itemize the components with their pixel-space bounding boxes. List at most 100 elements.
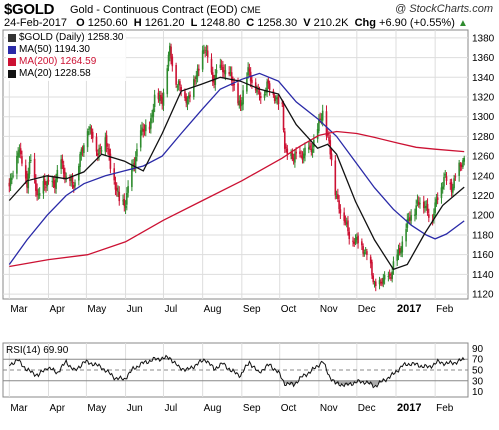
price-candle-down	[445, 176, 448, 181]
price-candle-down	[248, 68, 251, 72]
price-candle-up	[400, 251, 402, 254]
volume-value: 210.2K	[313, 17, 349, 29]
price-candle-down	[8, 182, 11, 187]
price-candle-down	[254, 82, 257, 91]
price-candle-up	[275, 97, 277, 100]
high-value: 1261.20	[144, 17, 185, 29]
price-candle-down	[371, 261, 373, 276]
price-candle-down	[26, 176, 28, 188]
price-candle-up	[320, 119, 323, 121]
price-candle-up	[70, 177, 73, 181]
price-candle-up	[452, 187, 454, 193]
rsi-x-tick-label: Jun	[127, 403, 143, 414]
price-candle-down	[417, 202, 420, 205]
price-candle-down	[426, 203, 429, 214]
price-candle-down	[301, 156, 304, 160]
price-candle-up	[205, 49, 208, 51]
price-x-tick-label: May	[87, 304, 106, 315]
price-candle-up	[186, 99, 189, 105]
price-candle-down	[330, 153, 333, 161]
price-x-tick-label: Aug	[204, 304, 222, 315]
price-candle-up	[134, 157, 137, 168]
price-candle-up	[9, 178, 12, 186]
price-candle-up	[195, 75, 198, 80]
price-candle-up	[435, 199, 438, 205]
price-candle-down	[366, 251, 368, 255]
price-candle-down	[300, 155, 303, 157]
rsi-x-tick-label: Jul	[164, 403, 177, 414]
price-candle-down	[24, 165, 27, 179]
price-candle-down	[108, 148, 110, 156]
price-y-tick-label: 1340	[472, 73, 495, 84]
price-x-tick-label: 2017	[397, 303, 421, 315]
price-candle-up	[265, 90, 267, 93]
price-candle-up	[56, 169, 59, 179]
price-candle-up	[453, 178, 455, 189]
price-candle-down	[326, 134, 329, 136]
price-candle-up	[219, 64, 222, 68]
price-candle-up	[463, 157, 466, 162]
stockcharts-watermark[interactable]: @ StockCharts.com	[395, 3, 493, 15]
price-candle-down	[96, 153, 99, 156]
price-candle-up	[462, 160, 464, 167]
price-candle-up	[150, 118, 152, 129]
price-candle-up	[79, 154, 81, 167]
price-candle-down	[338, 200, 340, 210]
price-candle-down	[228, 72, 230, 75]
price-candle-up	[177, 81, 180, 85]
price-candle-down	[148, 126, 151, 130]
price-candle-up	[166, 68, 169, 95]
price-candle-up	[364, 249, 367, 251]
price-candle-down	[428, 214, 430, 218]
legend-swatch-price	[8, 34, 16, 42]
rsi-x-tick-label: May	[87, 403, 106, 414]
price-y-tick-label: 1260	[472, 152, 495, 163]
price-candle-up	[153, 94, 156, 107]
price-candle-down	[325, 111, 328, 137]
price-candle-up	[266, 81, 268, 93]
price-candle-up	[307, 147, 310, 150]
price-candle-up	[55, 178, 57, 189]
price-candle-up	[458, 162, 460, 176]
price-candle-down	[222, 66, 224, 73]
price-candle-up	[433, 213, 435, 219]
rsi-x-tick-label: Sep	[243, 403, 261, 414]
price-candle-up	[193, 79, 195, 97]
price-candle-down	[422, 201, 425, 209]
price-candle-up	[238, 100, 241, 106]
price-candle-up	[117, 190, 119, 192]
price-candle-down	[170, 46, 172, 59]
price-candle-up	[241, 102, 243, 106]
rsi-x-tick-label: 2017	[397, 402, 421, 414]
price-x-tick-label: Mar	[10, 304, 28, 315]
price-candle-down	[175, 65, 177, 85]
price-candle-down	[223, 70, 225, 73]
price-y-tick-label: 1140	[472, 270, 494, 281]
price-candle-up	[440, 187, 443, 199]
price-candle-up	[37, 194, 40, 196]
open-label: O	[76, 17, 85, 29]
price-candle-down	[35, 180, 37, 191]
price-candle-up	[141, 127, 143, 131]
price-candle-up	[443, 176, 445, 187]
price-candle-up	[98, 148, 100, 155]
price-candle-down	[334, 160, 337, 196]
price-candle-down	[362, 246, 364, 254]
price-candle-down	[328, 137, 330, 141]
price-candle-up	[65, 176, 67, 179]
price-candle-up	[321, 110, 324, 121]
legend-ma50: MA(50) 1194.30	[8, 44, 124, 56]
price-candle-down	[380, 281, 382, 283]
price-candle-down	[45, 186, 47, 188]
price-candle-down	[210, 58, 213, 73]
price-candle-down	[310, 148, 313, 152]
price-candle-up	[136, 149, 138, 157]
price-candle-down	[292, 158, 295, 161]
price-candle-down	[198, 68, 200, 71]
price-candle-up	[224, 70, 227, 75]
price-candle-down	[160, 95, 162, 99]
price-candle-down	[213, 80, 215, 83]
close-value: 1258.30	[257, 17, 298, 29]
contract-description: Gold - Continuous Contract (EOD) CME	[70, 4, 261, 16]
